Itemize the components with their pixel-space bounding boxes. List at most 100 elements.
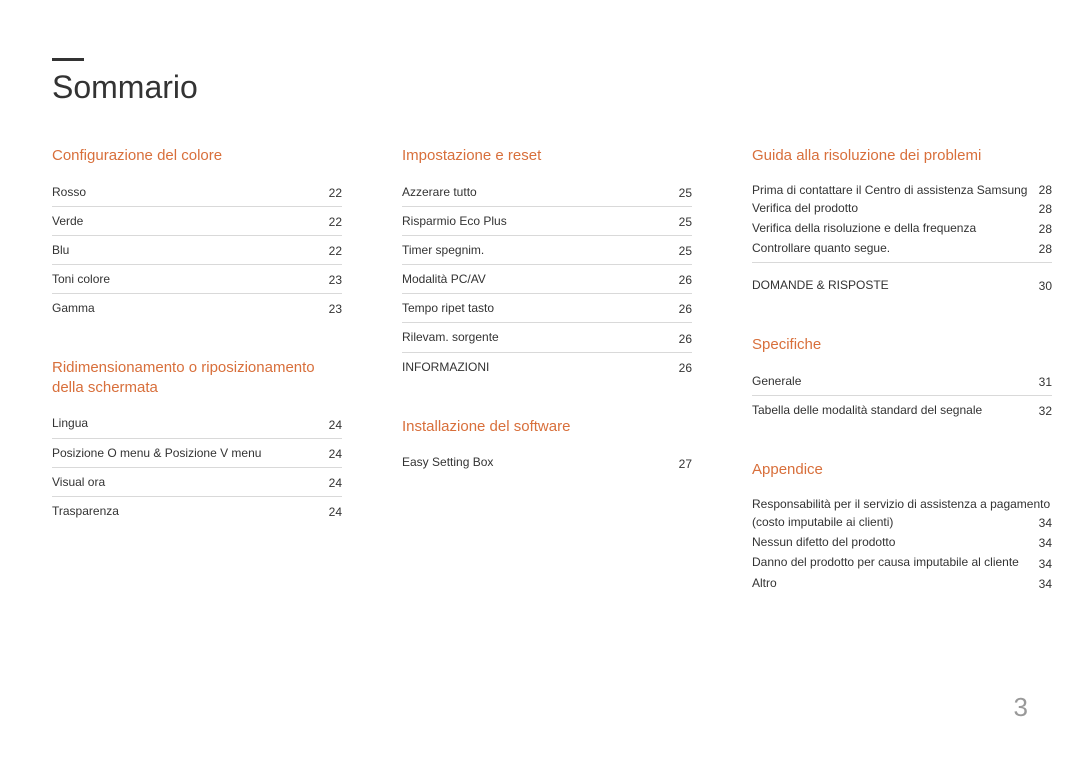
section-title: Appendice (752, 460, 1052, 480)
toc-item[interactable]: Altro34 (752, 573, 1052, 593)
toc-item[interactable]: DOMANDE & RISPOSTE30 (752, 271, 1052, 299)
toc-item[interactable]: Toni colore23 (52, 265, 342, 294)
toc-item[interactable]: Verifica del prodotto28 (752, 198, 1052, 218)
toc-label: Danno del prodotto per causa imputabile … (752, 554, 1039, 570)
section-title: Installazione del software (402, 417, 692, 437)
toc-item[interactable]: Timer spegnim.25 (402, 236, 692, 265)
toc-group-heading[interactable]: Prima di contattare il Centro di assiste… (752, 178, 1052, 198)
toc-column-2: Impostazione e reset Azzerare tutto25 Ri… (402, 146, 692, 629)
toc-label: Verde (52, 213, 329, 229)
section-title: Ridimensionamento o riposizionamento del… (52, 358, 342, 397)
toc-page: 22 (329, 244, 342, 258)
toc-list: Azzerare tutto25 Risparmio Eco Plus25 Ti… (402, 178, 692, 381)
toc-group: Prima di contattare il Centro di assiste… (752, 178, 1052, 264)
toc-item[interactable]: Trasparenza24 (52, 497, 342, 525)
toc-label: INFORMAZIONI (402, 359, 679, 375)
title-rule (52, 58, 84, 61)
toc-page: 23 (329, 302, 342, 316)
toc-page: 28 (1039, 242, 1052, 256)
toc-list: Rosso22 Verde22 Blu22 Toni colore23 Gamm… (52, 178, 342, 323)
section-installazione-software: Installazione del software Easy Setting … (402, 417, 692, 477)
toc-sub-list: Verifica del prodotto28 Verifica della r… (752, 198, 1052, 259)
toc-page: 26 (679, 332, 692, 346)
toc-label: Toni colore (52, 271, 329, 287)
section-ridimensionamento: Ridimensionamento o riposizionamento del… (52, 358, 342, 525)
section-title: Specifiche (752, 335, 1052, 355)
toc-item[interactable]: Lingua24 (52, 409, 342, 438)
toc-label: Visual ora (52, 474, 329, 490)
page-title: Sommario (52, 69, 1028, 106)
toc-page: 24 (329, 505, 342, 519)
toc-label: Easy Setting Box (402, 454, 679, 470)
toc-columns: Configurazione del colore Rosso22 Verde2… (52, 146, 1028, 629)
toc-item[interactable]: Controllare quanto segue.28 (752, 238, 1052, 258)
toc-item[interactable]: Tabella delle modalità standard del segn… (752, 396, 1052, 424)
toc-label: DOMANDE & RISPOSTE (752, 277, 1039, 293)
toc-label: (costo imputabile ai clienti) (752, 514, 1039, 530)
toc-label: Lingua (52, 415, 329, 431)
toc-page: 26 (679, 273, 692, 287)
toc-label: Tabella delle modalità standard del segn… (752, 402, 1039, 418)
toc-label: Altro (752, 575, 1039, 591)
toc-column-3: Guida alla risoluzione dei problemi Prim… (752, 146, 1052, 629)
toc-label: Tempo ripet tasto (402, 300, 679, 316)
toc-item[interactable]: Verde22 (52, 207, 342, 236)
toc-label: Nessun difetto del prodotto (752, 534, 1039, 550)
toc-item[interactable]: Risparmio Eco Plus25 (402, 207, 692, 236)
toc-list: Easy Setting Box27 (402, 448, 692, 476)
toc-page: 28 (1039, 202, 1052, 216)
page-container: Sommario Configurazione del colore Rosso… (0, 0, 1080, 629)
toc-page: 34 (1039, 536, 1052, 550)
toc-group-heading[interactable]: Responsabilità per il servizio di assist… (752, 492, 1052, 512)
toc-page: 31 (1039, 375, 1052, 389)
toc-item[interactable]: Modalità PC/AV26 (402, 265, 692, 294)
section-title: Impostazione e reset (402, 146, 692, 166)
toc-item[interactable]: Verifica della risoluzione e della frequ… (752, 218, 1052, 238)
toc-item[interactable]: Tempo ripet tasto26 (402, 294, 692, 323)
toc-page: 23 (329, 273, 342, 287)
toc-item[interactable]: Danno del prodotto per causa imputabile … (752, 552, 1052, 572)
toc-item[interactable]: Nessun difetto del prodotto34 (752, 532, 1052, 552)
toc-page: 28 (1039, 182, 1052, 198)
toc-page: 25 (679, 244, 692, 258)
toc-list: Lingua24 Posizione O menu & Posizione V … (52, 409, 342, 525)
section-specifiche: Specifiche Generale31 Tabella delle moda… (752, 335, 1052, 424)
toc-label: Generale (752, 373, 1039, 389)
toc-page: 24 (329, 476, 342, 490)
toc-label: Prima di contattare il Centro di assiste… (752, 182, 1039, 198)
toc-label: Gamma (52, 300, 329, 316)
toc-label: Blu (52, 242, 329, 258)
toc-item[interactable]: Gamma23 (52, 294, 342, 322)
toc-label: Verifica della risoluzione e della frequ… (752, 220, 1039, 236)
section-impostazione-reset: Impostazione e reset Azzerare tutto25 Ri… (402, 146, 692, 381)
toc-item[interactable]: Rilevam. sorgente26 (402, 323, 692, 352)
toc-item[interactable]: Visual ora24 (52, 468, 342, 497)
toc-page: 32 (1039, 404, 1052, 418)
section-appendice: Appendice Responsabilità per il servizio… (752, 460, 1052, 592)
toc-page: 28 (1039, 222, 1052, 236)
toc-page: 34 (1039, 557, 1052, 571)
toc-item[interactable]: INFORMAZIONI26 (402, 353, 692, 381)
toc-label: Timer spegnim. (402, 242, 679, 258)
toc-page: 30 (1039, 279, 1052, 293)
toc-item[interactable]: Blu22 (52, 236, 342, 265)
toc-label: Modalità PC/AV (402, 271, 679, 287)
page-number: 3 (1014, 692, 1028, 723)
toc-label: Trasparenza (52, 503, 329, 519)
toc-item[interactable]: Easy Setting Box27 (402, 448, 692, 476)
toc-label: Risparmio Eco Plus (402, 213, 679, 229)
toc-item[interactable]: Rosso22 (52, 178, 342, 207)
section-title: Configurazione del colore (52, 146, 342, 166)
toc-page: 25 (679, 215, 692, 229)
toc-column-1: Configurazione del colore Rosso22 Verde2… (52, 146, 342, 629)
toc-page: 22 (329, 215, 342, 229)
toc-item[interactable]: (costo imputabile ai clienti)34 (752, 512, 1052, 532)
section-title: Guida alla risoluzione dei problemi (752, 146, 1052, 166)
toc-item[interactable]: Generale31 (752, 367, 1052, 396)
toc-item[interactable]: Posizione O menu & Posizione V menu24 (52, 439, 342, 468)
toc-list: Generale31 Tabella delle modalità standa… (752, 367, 1052, 424)
toc-label: Azzerare tutto (402, 184, 679, 200)
toc-item[interactable]: Azzerare tutto25 (402, 178, 692, 207)
toc-group: Responsabilità per il servizio di assist… (752, 492, 1052, 593)
toc-page: 26 (679, 302, 692, 316)
